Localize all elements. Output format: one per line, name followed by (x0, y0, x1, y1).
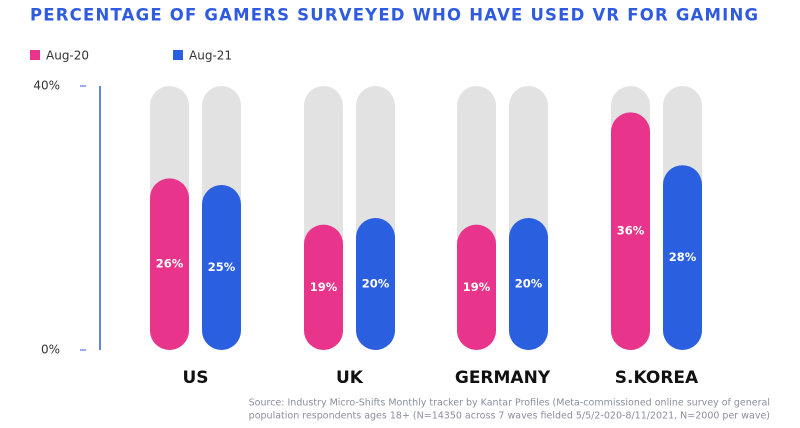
chart-title: PERCENTAGE OF GAMERS SURVEYED WHO HAVE U… (30, 6, 759, 25)
legend-swatch (173, 50, 183, 60)
value-label: 28% (669, 250, 697, 264)
bar (611, 112, 650, 351)
legend-label: Aug-20 (46, 49, 89, 63)
value-label: 19% (463, 280, 491, 294)
value-label: 36% (617, 224, 645, 238)
bar (356, 218, 395, 350)
value-label: 20% (515, 277, 543, 291)
bar (457, 224, 496, 350)
bar (663, 165, 702, 350)
y-tick-label: 40% (33, 79, 60, 93)
x-tick-label: S.KOREA (615, 368, 699, 388)
source-line: Source: Industry Micro-Shifts Monthly tr… (249, 398, 770, 409)
bar (202, 185, 241, 350)
y-tick-label: 0% (41, 343, 60, 357)
legend-label: Aug-21 (189, 49, 232, 63)
bar (304, 224, 343, 350)
value-label: 25% (208, 260, 236, 274)
x-tick-label: US (182, 368, 208, 388)
legend-swatch (30, 50, 40, 60)
source-line: population respondents ages 18+ (N=14350… (249, 411, 770, 422)
value-label: 19% (310, 280, 338, 294)
x-tick-label: GERMANY (455, 368, 551, 388)
bar (509, 218, 548, 350)
x-tick-label: UK (336, 368, 364, 388)
value-label: 26% (156, 257, 184, 271)
value-label: 20% (362, 277, 390, 291)
bar (150, 178, 189, 350)
